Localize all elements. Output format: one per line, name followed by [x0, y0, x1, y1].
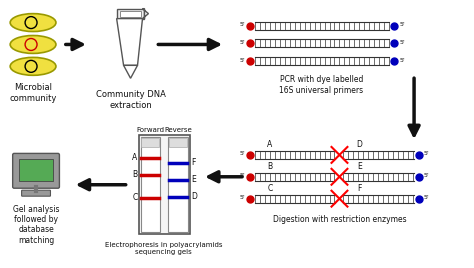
Text: 5': 5' [399, 58, 405, 63]
Text: E: E [357, 162, 362, 171]
Text: Microbial
community: Microbial community [9, 83, 57, 103]
FancyBboxPatch shape [138, 135, 190, 234]
FancyBboxPatch shape [140, 137, 160, 232]
FancyBboxPatch shape [169, 138, 187, 147]
Text: D: D [191, 192, 197, 201]
Ellipse shape [10, 57, 56, 75]
Ellipse shape [10, 36, 56, 53]
FancyBboxPatch shape [22, 190, 50, 196]
Text: Digestion with restriction enzymes: Digestion with restriction enzymes [273, 215, 406, 224]
Text: Community DNA
extraction: Community DNA extraction [96, 90, 165, 110]
Text: F: F [191, 158, 196, 167]
Text: D: D [356, 140, 362, 149]
Text: Reverse: Reverse [164, 127, 192, 133]
Text: 5': 5' [239, 151, 245, 157]
FancyBboxPatch shape [119, 11, 142, 17]
Text: 5': 5' [239, 173, 245, 178]
Text: 5': 5' [424, 173, 430, 178]
Text: Electrophoresis in polyacrylamids
sequencing gels: Electrophoresis in polyacrylamids sequen… [105, 243, 222, 255]
Text: Forward: Forward [137, 127, 164, 133]
Text: 5': 5' [399, 40, 405, 45]
Ellipse shape [10, 14, 56, 32]
Text: A: A [132, 153, 137, 162]
Text: 5': 5' [239, 22, 245, 27]
FancyBboxPatch shape [117, 9, 145, 18]
Text: 5': 5' [424, 195, 430, 200]
Text: E: E [191, 175, 196, 184]
Text: B: B [267, 162, 273, 171]
FancyBboxPatch shape [168, 137, 188, 232]
Text: 5': 5' [239, 40, 245, 45]
Text: PCR with dye labelled
16S universal primers: PCR with dye labelled 16S universal prim… [280, 75, 364, 95]
Text: 5': 5' [399, 22, 405, 27]
Text: Gel analysis
followed by
database
matching: Gel analysis followed by database matchi… [13, 205, 59, 245]
Polygon shape [117, 18, 143, 65]
FancyBboxPatch shape [142, 138, 159, 147]
FancyBboxPatch shape [13, 153, 59, 188]
Text: 5': 5' [424, 151, 430, 157]
Text: C: C [132, 193, 137, 202]
Text: 5': 5' [239, 195, 245, 200]
Text: F: F [357, 184, 362, 193]
FancyBboxPatch shape [19, 159, 53, 181]
Polygon shape [143, 9, 148, 18]
Polygon shape [124, 65, 137, 78]
Text: B: B [132, 170, 137, 179]
Text: A: A [267, 140, 273, 149]
Text: C: C [267, 184, 273, 193]
Text: 5': 5' [239, 58, 245, 63]
